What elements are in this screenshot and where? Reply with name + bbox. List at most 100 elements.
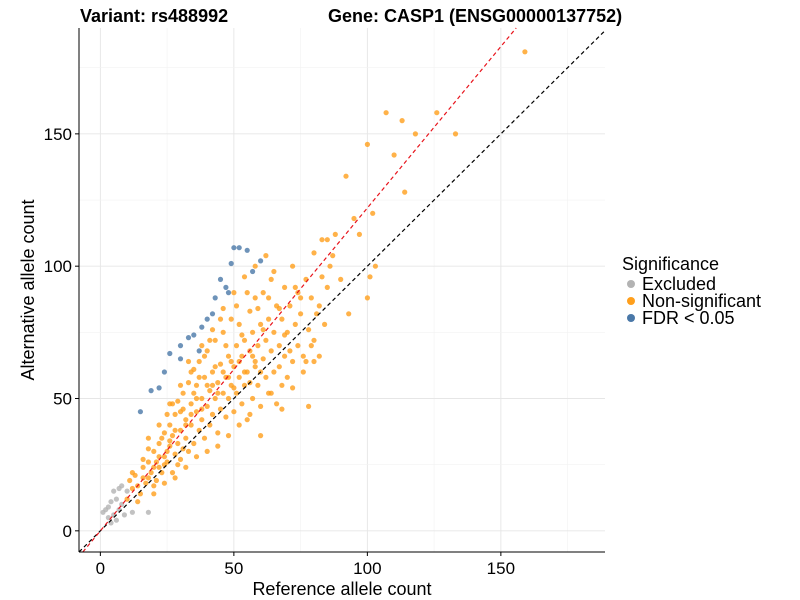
point-non-significant [185,448,192,454]
point-non-significant [169,470,176,476]
point-non-significant [252,263,258,269]
point-non-significant [233,343,240,349]
point-non-significant [140,475,146,481]
point-non-significant [209,327,216,333]
point-non-significant [225,374,232,380]
point-non-significant [268,348,274,354]
point-non-significant [322,321,328,327]
point-excluded [121,512,127,518]
point-fdr-0-05 [236,245,242,251]
point-non-significant [452,131,459,137]
point-non-significant [199,417,205,423]
point-non-significant [191,440,197,447]
point-non-significant [282,284,288,290]
point-non-significant [258,433,264,439]
point-non-significant [300,369,306,375]
point-non-significant [258,321,264,327]
point-non-significant [434,110,440,116]
point-non-significant [356,231,362,237]
point-non-significant [276,305,282,312]
point-non-significant [193,454,200,460]
point-non-significant [167,422,173,428]
point-non-significant [250,395,256,402]
point-non-significant [268,390,274,396]
point-non-significant [316,353,322,359]
point-non-significant [207,388,213,394]
point-non-significant [145,475,151,481]
point-fdr-0-05 [225,290,232,296]
point-non-significant [276,364,282,370]
point-non-significant [196,358,202,365]
point-non-significant [255,343,261,349]
point-non-significant [188,369,194,375]
reference-lines [78,27,606,553]
point-non-significant [279,406,285,412]
point-non-significant [153,477,159,484]
point-non-significant [233,303,240,309]
point-excluded [145,509,151,515]
point-non-significant [196,374,202,380]
point-non-significant [255,382,261,388]
point-non-significant [161,430,167,436]
point-fdr-0-05 [217,276,224,282]
point-non-significant [346,311,352,317]
point-non-significant [220,369,226,375]
point-non-significant [140,464,146,470]
point-fdr-0-05 [212,295,218,301]
point-fdr-0-05 [156,385,162,391]
point-fdr-0-05 [185,335,192,341]
point-fdr-0-05 [148,388,154,394]
point-excluded [111,488,117,494]
point-non-significant [201,353,208,359]
point-non-significant [330,253,336,259]
point-non-significant [268,276,274,282]
point-fdr-0-05 [244,247,250,253]
point-non-significant [279,316,285,322]
point-non-significant [204,448,210,454]
point-non-significant [364,295,370,301]
point-non-significant [225,433,232,439]
point-non-significant [351,215,357,222]
point-non-significant [303,358,309,365]
point-non-significant [159,435,165,441]
legend-key [627,280,635,288]
point-non-significant [263,337,269,343]
point-non-significant [151,483,157,489]
point-non-significant [156,422,162,428]
point-non-significant [319,237,325,243]
point-non-significant [145,446,151,452]
point-non-significant [175,398,181,404]
point-non-significant [172,411,178,417]
point-non-significant [217,361,224,367]
point-non-significant [260,290,266,296]
point-non-significant [391,152,397,158]
point-non-significant [201,435,208,441]
point-non-significant [236,422,242,428]
point-non-significant [364,141,370,147]
point-non-significant [212,364,218,370]
point-non-significant [338,276,344,282]
point-non-significant [260,327,266,333]
point-non-significant [402,189,408,195]
point-non-significant [135,499,141,505]
point-non-significant [412,131,418,137]
point-non-significant [260,356,266,362]
point-non-significant [183,417,189,423]
point-non-significant [212,395,218,402]
point-non-significant [279,382,285,388]
point-non-significant [172,475,178,481]
point-non-significant [308,295,314,301]
point-fdr-0-05 [161,369,167,375]
point-excluded [113,496,119,502]
x-tick-label: 100 [353,559,381,578]
point-non-significant [167,401,173,407]
point-non-significant [159,470,165,476]
point-non-significant [177,409,184,415]
y-tick-label: 0 [63,522,72,541]
legend-label: FDR < 0.05 [642,308,735,328]
point-non-significant [250,329,256,335]
point-non-significant [172,427,178,433]
point-non-significant [153,459,159,465]
point-non-significant [383,110,389,116]
point-non-significant [252,295,258,301]
